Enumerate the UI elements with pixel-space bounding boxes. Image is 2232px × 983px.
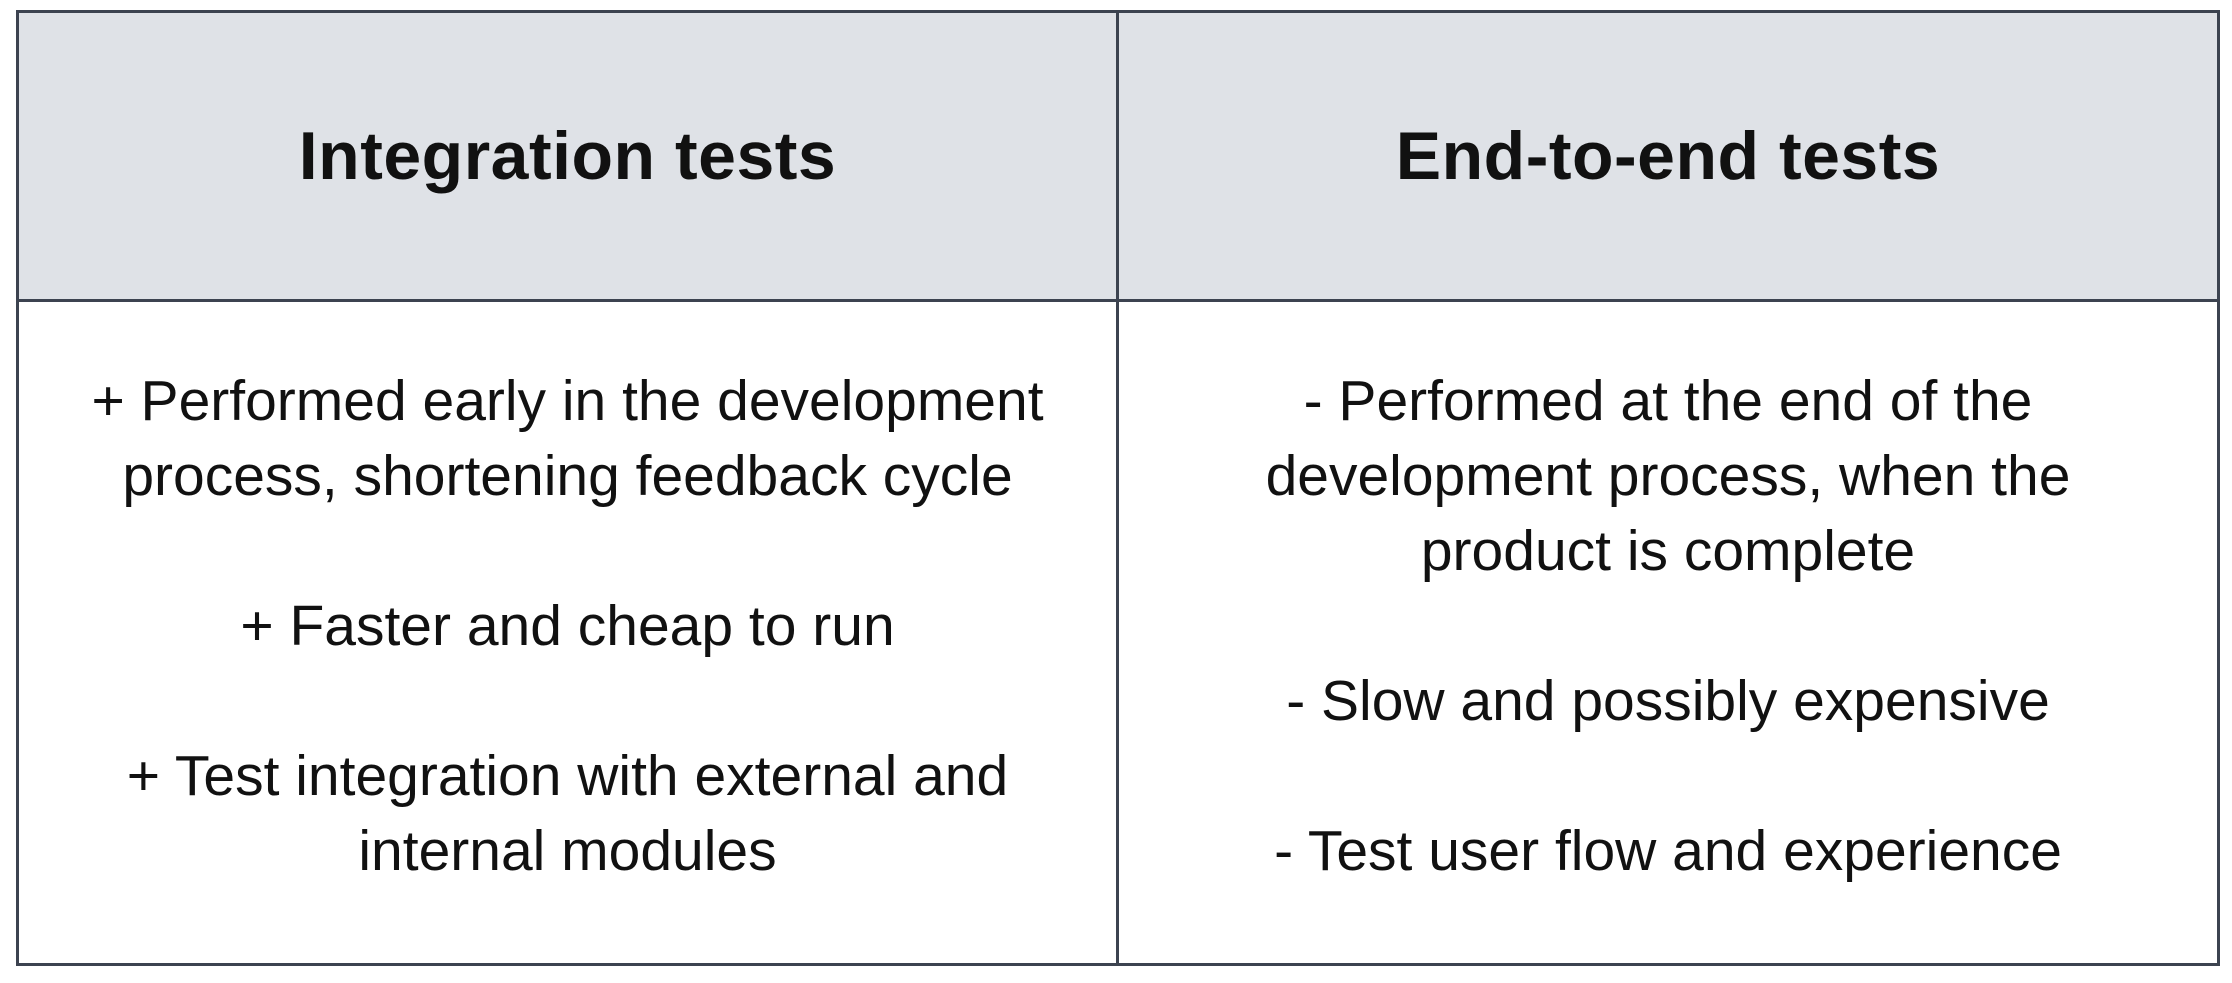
point-user-flow: - Test user flow and experience: [1274, 819, 2062, 883]
point-module-integration: + Test integration with external and int…: [126, 744, 1009, 883]
point-early-feedback: + Performed early in the development pro…: [91, 369, 1044, 508]
point-slow-expensive: - Slow and possibly expensive: [1286, 669, 2050, 733]
header-integration-tests: Integration tests: [19, 13, 1119, 302]
integration-tests-points: + Performed early in the development pro…: [19, 302, 1119, 963]
point-faster-cheaper: + Faster and cheap to run: [240, 594, 895, 658]
column-header-label: End-to-end tests: [1395, 118, 1941, 194]
column-header-label: Integration tests: [298, 118, 837, 194]
header-end-to-end-tests: End-to-end tests: [1119, 13, 2217, 302]
end-to-end-tests-points: - Performed at the end of the developmen…: [1119, 302, 2217, 963]
comparison-table: Integration tests End-to-end tests + Per…: [16, 10, 2220, 966]
point-performed-at-end: - Performed at the end of the developmen…: [1265, 369, 2071, 583]
